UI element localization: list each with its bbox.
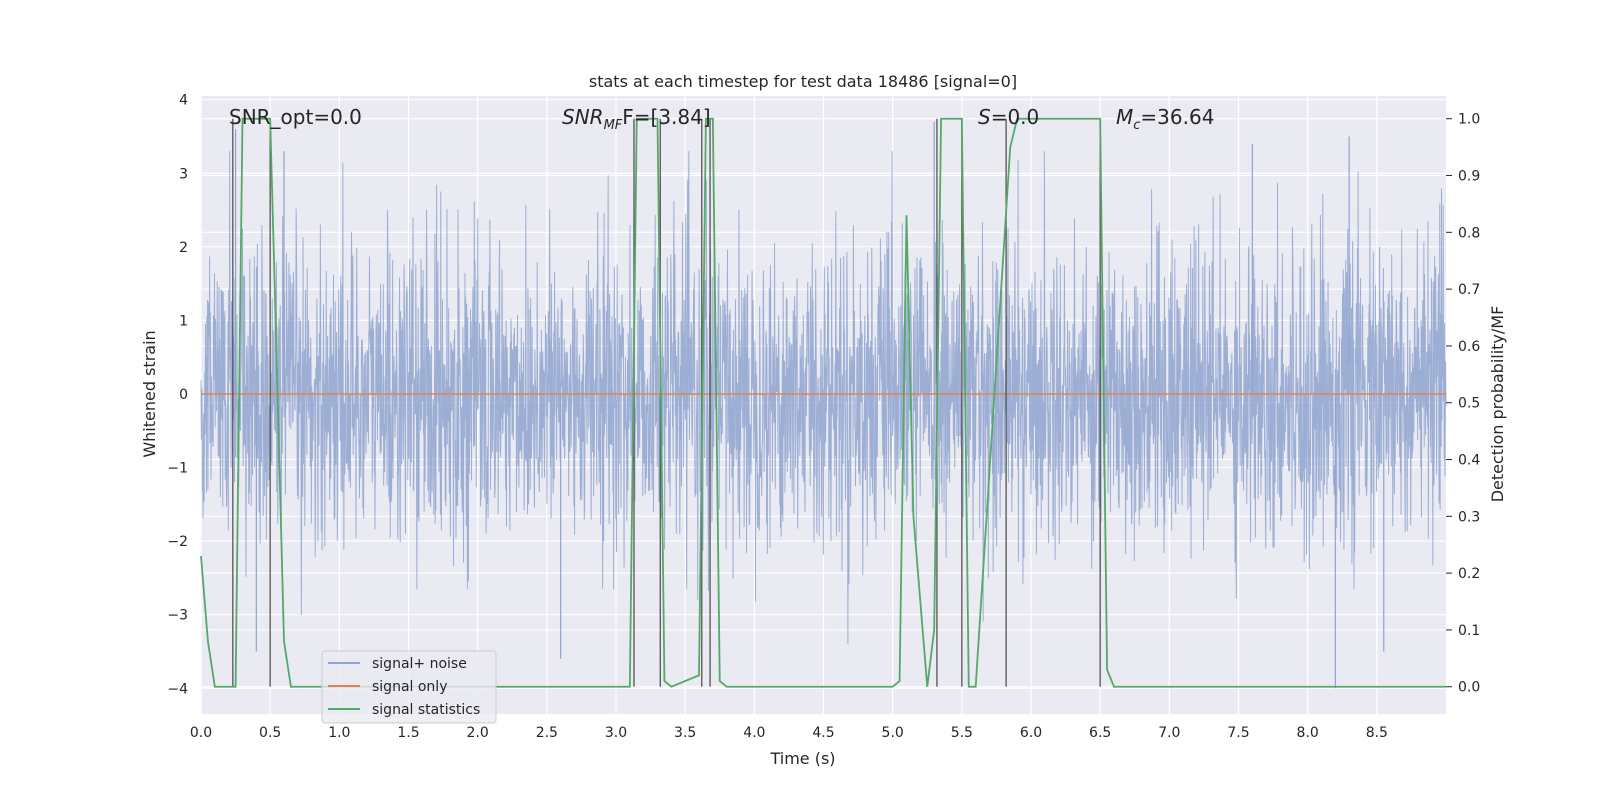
x-tick-label: 3.0 [605,725,627,741]
y-left-tick-label: 2 [179,240,188,256]
x-tick-label: 2.5 [536,725,558,741]
annotation-snr-opt: SNR_opt=0.0 [229,105,362,129]
x-tick-label: 0.0 [190,725,212,741]
legend-label-signal-statistics: signal statistics [372,702,480,718]
annotation-snr-mf: SNRMFF=[3.84] [562,105,711,133]
legend-label-signal-only: signal only [372,679,447,695]
y-right-tick-label: 0.5 [1458,396,1480,412]
annotation-mc-sub: c [1133,118,1140,133]
annotation-s: S=0.0 [978,105,1039,129]
legend-label-signal-noise: signal+ noise [372,656,467,672]
noise-trace [200,151,1447,645]
x-tick-label: 4.0 [743,725,765,741]
chart-title: stats at each timestep for test data 184… [589,72,1017,91]
y-right-tick-label: 0.0 [1458,680,1480,696]
annotation-s-tail: =0.0 [991,105,1040,129]
y-axis-right-ticks: 0.0 0.1 0.2 0.3 0.4 0.5 0.6 0.7 0.8 0.9 1.0 [1446,112,1480,696]
annotation-mc-main: M [1116,105,1133,129]
legend-box [321,650,497,724]
x-tick-label: 8.0 [1297,725,1319,741]
y-right-tick-label: 0.4 [1458,453,1480,469]
annotation-snr-mf-main: SNR [562,105,604,129]
y-left-tick-label: 0 [179,387,188,403]
x-tick-label: 8.5 [1366,725,1388,741]
series-signal-noise [200,121,1447,689]
y-left-tick-label: −1 [167,461,188,477]
y-left-tick-label: −4 [167,681,188,697]
x-axis-title: Time (s) [769,749,835,768]
series-signal-statistics [200,117,1446,688]
annotation-snr-mf-tail: F=[3.84] [622,105,710,129]
annotation-mc: Mc=36.64 [1116,105,1214,133]
annotation-s-main: S [978,105,991,129]
y-right-tick-label: 0.6 [1458,339,1480,355]
y-right-tick-label: 0.3 [1458,509,1480,525]
y-right-tick-label: 0.9 [1458,169,1480,185]
signal-statistics-line [200,117,1446,688]
x-tick-label: 2.0 [467,725,489,741]
y-right-tick-label: 0.2 [1458,566,1480,582]
y-axis-right-title: Detection probability/MF [1488,306,1507,503]
x-tick-label: 4.5 [812,725,834,741]
x-tick-label: 5.0 [882,725,904,741]
x-axis-ticks: 0.0 0.5 1.0 1.5 2.0 2.5 3.0 3.5 4.0 4.5 5.0 5.5 6.0 6… [190,725,1388,741]
x-tick-label: 1.0 [328,725,350,741]
x-tick-label: 5.5 [951,725,973,741]
y-axis-left-title: Whitened strain [140,330,159,457]
y-right-tick-label: 0.8 [1458,225,1480,241]
y-right-tick-label: 0.1 [1458,623,1480,639]
y-left-tick-label: −2 [167,534,188,550]
y-right-tick-label: 0.7 [1458,282,1480,298]
legend: signal+ noise signal only signal statist… [321,650,497,724]
annotation-mc-tail: =36.64 [1140,105,1214,129]
x-tick-label: 7.0 [1158,725,1180,741]
y-left-tick-label: 4 [179,93,188,109]
x-tick-label: 0.5 [259,725,281,741]
y-right-tick-label: 1.0 [1458,112,1480,128]
y-left-tick-label: 3 [179,166,188,182]
y-left-tick-label: −3 [167,608,188,624]
x-tick-label: 1.5 [397,725,419,741]
x-tick-label: 3.5 [674,725,696,741]
y-left-tick-label: 1 [179,313,188,329]
y-axis-left-ticks: −4 −3 −2 −1 0 1 2 3 4 [167,93,188,698]
x-tick-label: 6.5 [1089,725,1111,741]
x-tick-label: 7.5 [1227,725,1249,741]
x-tick-label: 6.0 [1020,725,1042,741]
annotation-snr-mf-sub: MF [604,118,623,133]
